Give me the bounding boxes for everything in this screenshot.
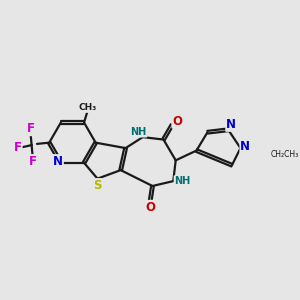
Text: NH: NH	[130, 127, 146, 137]
Text: CH₂CH₃: CH₂CH₃	[271, 150, 299, 159]
Text: N: N	[53, 155, 63, 168]
Text: O: O	[145, 201, 155, 214]
Text: F: F	[29, 155, 37, 168]
Text: CH₃: CH₃	[79, 103, 97, 112]
Text: S: S	[93, 179, 102, 192]
Text: O: O	[172, 115, 182, 128]
Text: N: N	[240, 140, 250, 153]
Text: NH: NH	[174, 176, 191, 186]
Text: N: N	[226, 118, 236, 131]
Text: F: F	[26, 122, 34, 135]
Text: F: F	[14, 141, 22, 154]
